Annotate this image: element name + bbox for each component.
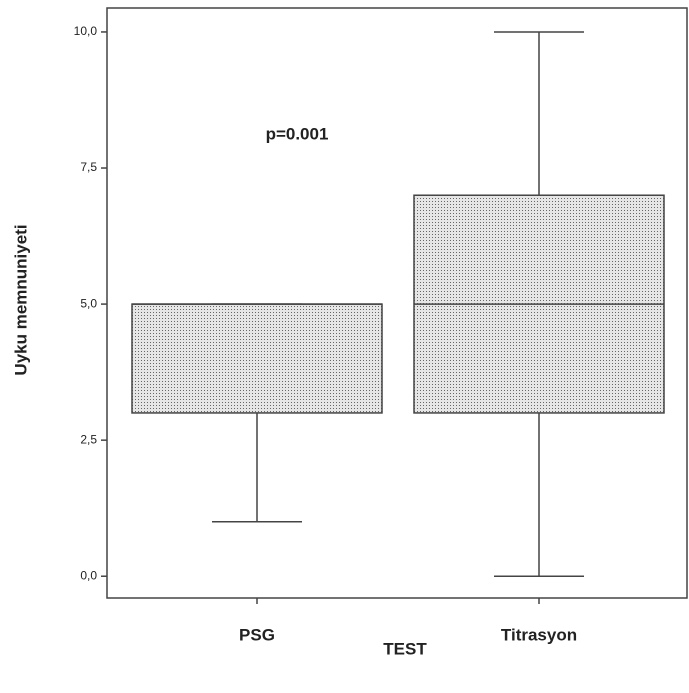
y-tick-label: 5,0 <box>80 296 97 310</box>
y-axis-label: Uyku memnuniyeti <box>11 224 30 375</box>
box <box>131 303 383 414</box>
x-tick-label: Titrasyon <box>501 625 577 644</box>
y-tick-label: 7,5 <box>80 160 97 174</box>
y-tick-label: 10,0 <box>74 24 98 38</box>
annotation: p=0.001 <box>266 124 329 143</box>
plot-frame <box>106 7 688 599</box>
x-tick-label: PSG <box>239 625 275 644</box>
y-tick-label: 2,5 <box>80 432 97 446</box>
y-tick-label: 0,0 <box>80 568 97 582</box>
x-axis-label: TEST <box>383 639 427 658</box>
